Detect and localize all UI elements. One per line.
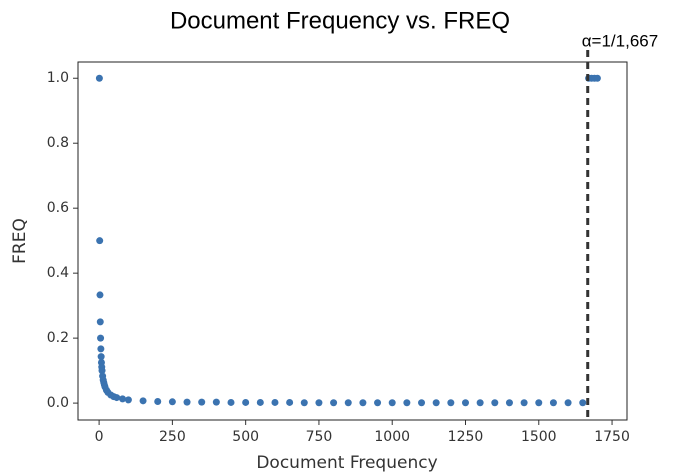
point xyxy=(256,398,264,406)
point xyxy=(491,399,499,407)
y-axis-label: FREQ xyxy=(10,218,30,264)
point xyxy=(119,395,127,403)
x-tick-label: 250 xyxy=(159,429,186,445)
y-tick-label: 0.6 xyxy=(47,200,69,216)
point xyxy=(242,398,250,406)
point xyxy=(300,399,308,407)
point xyxy=(447,399,455,407)
point xyxy=(286,398,294,406)
x-tick-label: 750 xyxy=(306,429,333,445)
point xyxy=(96,237,104,245)
point xyxy=(113,394,121,402)
point xyxy=(330,399,338,407)
plot-frame xyxy=(77,61,628,421)
point xyxy=(374,399,382,407)
point xyxy=(271,398,279,406)
point xyxy=(154,397,162,405)
y-tick-label: 0.8 xyxy=(47,135,69,151)
point xyxy=(124,396,132,404)
point xyxy=(96,318,104,326)
point xyxy=(476,399,484,407)
point xyxy=(359,399,367,407)
point xyxy=(461,399,469,407)
point xyxy=(98,367,106,375)
point xyxy=(198,398,206,406)
point xyxy=(227,398,235,406)
point xyxy=(139,397,147,405)
point xyxy=(505,399,513,407)
point xyxy=(97,353,105,361)
y-tick-label: 0.0 xyxy=(47,395,69,411)
x-axis-label: Document Frequency xyxy=(256,453,437,472)
point xyxy=(95,74,103,82)
point xyxy=(388,399,396,407)
point xyxy=(168,398,176,406)
point xyxy=(344,399,352,407)
point xyxy=(535,399,543,407)
point xyxy=(564,399,572,407)
x-tick-label: 0 xyxy=(95,429,104,445)
point xyxy=(97,345,105,353)
y-tick-label: 0.2 xyxy=(47,330,69,346)
y-tick-label: 1.0 xyxy=(47,70,69,86)
x-tick-label: 500 xyxy=(232,429,259,445)
annotation: α=1/1,667 xyxy=(582,31,658,50)
point xyxy=(315,399,323,407)
point xyxy=(97,334,105,342)
point xyxy=(96,291,104,299)
point xyxy=(593,74,601,82)
point xyxy=(520,399,528,407)
x-tick-label: 1500 xyxy=(521,429,557,445)
y-tick-label: 0.4 xyxy=(47,265,69,281)
x-tick-label: 1750 xyxy=(594,429,630,445)
point xyxy=(432,399,440,407)
point xyxy=(183,398,191,406)
point xyxy=(579,399,587,407)
point xyxy=(549,399,557,407)
point xyxy=(403,399,411,407)
chart-title: Document Frequency vs. FREQ xyxy=(170,7,510,34)
x-tick-label: 1250 xyxy=(448,429,484,445)
point xyxy=(418,399,426,407)
point xyxy=(212,398,220,406)
x-tick-label: 1000 xyxy=(374,429,410,445)
